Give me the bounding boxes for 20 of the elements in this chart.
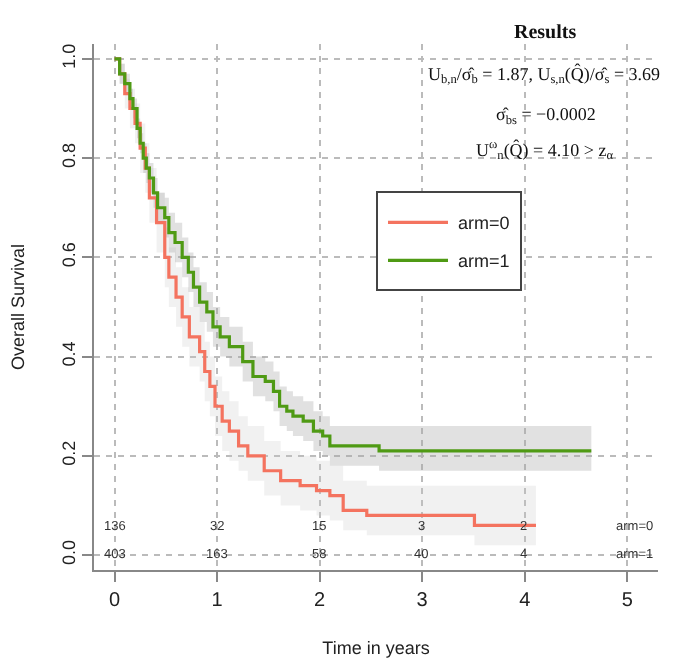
legend-label: arm=1: [458, 251, 510, 272]
x-tick-label: 2: [314, 590, 327, 612]
x-tick-label: 4: [519, 590, 532, 612]
x-tick-label: 1: [211, 590, 224, 612]
legend-label: arm=0: [458, 213, 510, 234]
annotation: Results: [514, 22, 577, 44]
text: U$_{b,n}$/σ̂$_{b}$ = 1.87, U$_{s,n}$(Q̂)/σ̂$_{s}$ = 3.69: [428, 63, 661, 88]
x-tick-label: 0: [108, 590, 121, 612]
y-tick-label: 0.2: [58, 440, 79, 466]
y-tick-label: 0.6: [58, 242, 79, 268]
x-tick-label: 5: [621, 590, 634, 612]
annotation: σ̂$_{bs}$ = −0.0002: [496, 104, 596, 128]
y-tick-label: 0.4: [58, 341, 79, 367]
y-axis-title: Overall Survival: [7, 243, 28, 371]
annotation: U$^{ω}$$_{n}$(Q̂) = 4.10 > z$_{α}$: [476, 138, 615, 164]
y-tick-label: 0.8: [58, 142, 79, 168]
x-tick-label: 3: [416, 590, 429, 612]
y-tick-label: 0.0: [58, 539, 79, 565]
x-axis-title: Time in years: [322, 637, 431, 658]
y-tick-label: 1.0: [58, 43, 79, 69]
